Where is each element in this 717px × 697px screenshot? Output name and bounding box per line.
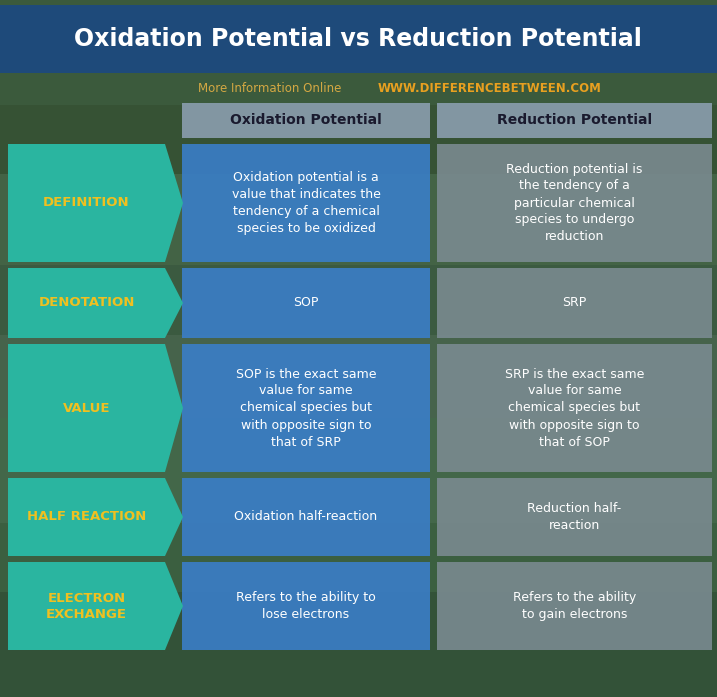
- Text: SRP is the exact same
value for same
chemical species but
with opposite sign to
: SRP is the exact same value for same che…: [505, 367, 644, 448]
- Text: Refers to the ability
to gain electrons: Refers to the ability to gain electrons: [513, 591, 636, 621]
- FancyBboxPatch shape: [182, 103, 430, 138]
- FancyBboxPatch shape: [0, 174, 717, 265]
- FancyBboxPatch shape: [0, 0, 717, 105]
- Text: DENOTATION: DENOTATION: [38, 296, 135, 309]
- FancyBboxPatch shape: [182, 268, 430, 338]
- FancyBboxPatch shape: [437, 268, 712, 338]
- FancyBboxPatch shape: [437, 562, 712, 650]
- FancyBboxPatch shape: [0, 105, 717, 174]
- Text: More Information Online: More Information Online: [199, 82, 342, 95]
- Text: SOP: SOP: [293, 296, 318, 309]
- FancyBboxPatch shape: [182, 562, 430, 650]
- Text: ELECTRON
EXCHANGE: ELECTRON EXCHANGE: [46, 592, 127, 620]
- Text: Reduction potential is
the tendency of a
particular chemical
species to undergo
: Reduction potential is the tendency of a…: [506, 162, 642, 243]
- Text: Oxidation Potential vs Reduction Potential: Oxidation Potential vs Reduction Potenti…: [74, 27, 642, 51]
- FancyBboxPatch shape: [0, 5, 717, 73]
- FancyBboxPatch shape: [0, 265, 717, 335]
- Polygon shape: [8, 344, 183, 472]
- Text: Refers to the ability to
lose electrons: Refers to the ability to lose electrons: [236, 591, 376, 621]
- Text: Oxidation half-reaction: Oxidation half-reaction: [234, 510, 378, 523]
- Polygon shape: [8, 562, 183, 650]
- Polygon shape: [8, 268, 183, 338]
- FancyBboxPatch shape: [182, 344, 430, 472]
- Text: DEFINITION: DEFINITION: [43, 197, 130, 210]
- Text: Reduction Potential: Reduction Potential: [497, 114, 652, 128]
- FancyBboxPatch shape: [437, 478, 712, 556]
- FancyBboxPatch shape: [182, 144, 430, 262]
- Text: Oxidation potential is a
value that indicates the
tendency of a chemical
species: Oxidation potential is a value that indi…: [232, 171, 381, 235]
- FancyBboxPatch shape: [0, 418, 717, 523]
- FancyBboxPatch shape: [182, 478, 430, 556]
- Text: Reduction half-
reaction: Reduction half- reaction: [528, 502, 622, 532]
- FancyBboxPatch shape: [0, 592, 717, 697]
- FancyBboxPatch shape: [437, 344, 712, 472]
- FancyBboxPatch shape: [437, 103, 712, 138]
- Text: WWW.DIFFERENCEBETWEEN.COM: WWW.DIFFERENCEBETWEEN.COM: [378, 82, 602, 95]
- Text: HALF REACTION: HALF REACTION: [27, 510, 146, 523]
- FancyBboxPatch shape: [437, 144, 712, 262]
- FancyBboxPatch shape: [0, 335, 717, 418]
- Polygon shape: [8, 478, 183, 556]
- Text: Oxidation Potential: Oxidation Potential: [230, 114, 382, 128]
- Text: SOP is the exact same
value for same
chemical species but
with opposite sign to
: SOP is the exact same value for same che…: [236, 367, 376, 448]
- Text: SRP: SRP: [562, 296, 587, 309]
- FancyBboxPatch shape: [0, 523, 717, 592]
- Text: VALUE: VALUE: [63, 401, 110, 415]
- Polygon shape: [8, 144, 183, 262]
